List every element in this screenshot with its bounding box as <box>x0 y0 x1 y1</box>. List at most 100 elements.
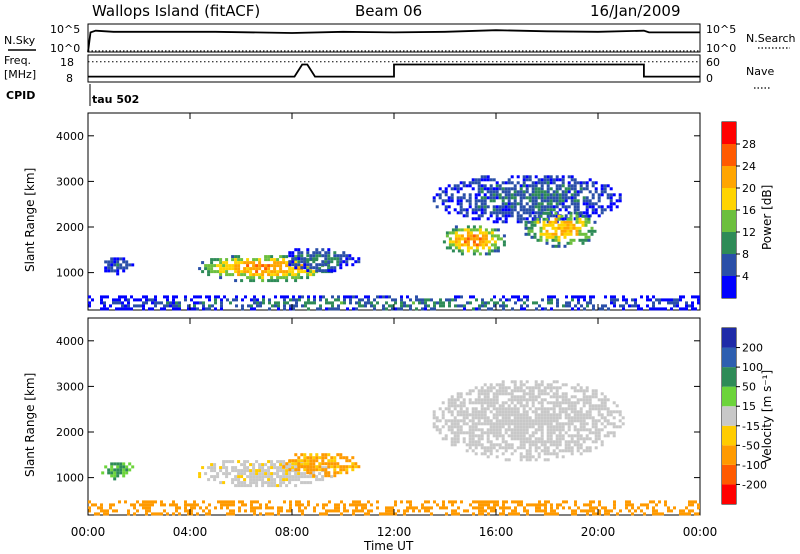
data-cell <box>591 440 595 444</box>
data-cell <box>474 196 478 200</box>
data-cell <box>342 465 346 469</box>
data-cell <box>616 512 619 516</box>
data-cell <box>112 301 115 305</box>
data-cell <box>564 443 568 447</box>
data-cell <box>501 401 505 405</box>
data-cell <box>676 304 679 308</box>
data-cell <box>492 386 496 390</box>
data-cell <box>495 419 499 423</box>
data-cell <box>585 208 589 212</box>
data-cell <box>327 459 331 463</box>
data-cell <box>465 199 469 203</box>
data-cell <box>552 178 556 182</box>
data-cell <box>582 196 586 200</box>
data-cell <box>246 475 250 479</box>
data-cell <box>334 298 337 302</box>
data-cell <box>582 419 586 423</box>
data-cell <box>522 440 526 444</box>
data-cell <box>409 304 412 308</box>
data-cell <box>294 475 298 479</box>
power-panel-frame <box>87 112 701 311</box>
data-cell <box>409 500 412 504</box>
data-cell <box>127 512 130 516</box>
data-cell <box>531 187 535 191</box>
data-cell <box>498 443 502 447</box>
data-cell <box>570 178 574 182</box>
colorbar-tick-label: 28 <box>742 138 756 151</box>
data-cell <box>460 243 464 247</box>
data-cell <box>216 270 220 274</box>
data-cell <box>606 184 610 188</box>
data-cell <box>658 298 661 302</box>
data-cell <box>557 226 561 230</box>
data-cell <box>582 425 586 429</box>
data-cell <box>610 298 613 302</box>
data-cell <box>432 196 436 200</box>
data-cell <box>285 475 289 479</box>
data-cell <box>538 506 541 510</box>
data-cell <box>282 273 286 277</box>
data-cell <box>258 261 262 265</box>
data-cell <box>91 503 94 507</box>
data-cell <box>600 190 604 194</box>
data-cell <box>225 475 229 479</box>
data-cell <box>558 184 562 188</box>
data-cell <box>193 304 196 308</box>
data-cell <box>486 190 490 194</box>
data-cell <box>190 509 193 513</box>
data-cell <box>276 484 280 488</box>
data-cell <box>519 184 523 188</box>
data-cell <box>492 392 496 396</box>
data-cell <box>594 181 598 185</box>
data-cell <box>249 267 253 271</box>
data-cell <box>543 190 547 194</box>
data-cell <box>513 190 517 194</box>
data-cell <box>477 193 481 197</box>
data-cell <box>100 503 103 507</box>
data-cell <box>258 264 262 268</box>
data-cell <box>566 223 570 227</box>
data-cell <box>328 509 331 513</box>
data-cell <box>172 304 175 308</box>
data-cell <box>564 431 568 435</box>
data-cell <box>546 425 550 429</box>
data-cell <box>357 465 361 469</box>
data-cell <box>471 187 475 191</box>
data-cell <box>406 295 409 299</box>
data-cell <box>549 214 553 218</box>
data-cell <box>516 416 520 420</box>
data-cell <box>124 307 127 311</box>
data-cell <box>322 506 325 510</box>
data-cell <box>450 199 454 203</box>
data-cell <box>306 248 310 252</box>
data-cell <box>462 184 466 188</box>
data-cell <box>649 500 652 504</box>
data-cell <box>480 214 484 218</box>
data-cell <box>448 301 451 305</box>
data-cell <box>391 307 394 311</box>
data-cell <box>537 178 541 182</box>
data-cell <box>145 295 148 299</box>
data-cell <box>573 410 577 414</box>
data-cell <box>510 193 514 197</box>
data-cell <box>540 202 544 206</box>
data-cell <box>531 184 535 188</box>
data-cell <box>310 301 313 305</box>
data-cell <box>391 298 394 302</box>
data-cell <box>447 398 451 402</box>
data-cell <box>282 481 286 485</box>
data-cell <box>495 193 499 197</box>
data-cell <box>351 465 355 469</box>
data-cell <box>261 279 265 283</box>
data-cell <box>691 301 694 305</box>
data-cell <box>581 223 585 227</box>
data-cell <box>540 383 544 387</box>
data-cell <box>540 431 544 435</box>
data-cell <box>646 506 649 510</box>
data-cell <box>576 389 580 393</box>
data-cell <box>615 199 619 203</box>
data-cell <box>145 503 148 507</box>
data-cell <box>160 503 163 507</box>
data-cell <box>652 500 655 504</box>
